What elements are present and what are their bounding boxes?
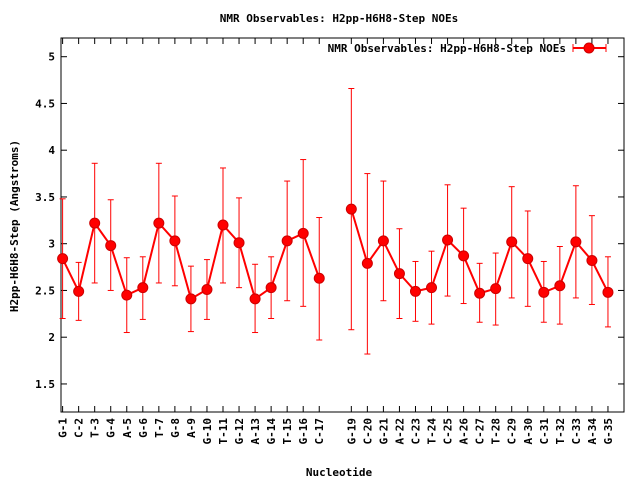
error-bars — [59, 87, 611, 355]
data-point — [393, 268, 405, 280]
data-point — [554, 280, 566, 292]
x-tick-label: G-19 — [345, 418, 358, 445]
legend: NMR Observables: H2pp-H6H8-Step NOEs — [328, 42, 607, 55]
x-tick-label: T-11 — [217, 418, 230, 445]
data-point — [265, 282, 277, 294]
x-tick-label: A-13 — [249, 418, 262, 445]
plot-frame — [60, 37, 625, 413]
x-tick-label: G-12 — [233, 418, 246, 445]
x-tick-label: T-28 — [490, 418, 503, 445]
data-point — [185, 293, 197, 305]
y-tick-label: 2.5 — [35, 284, 55, 297]
data-point — [426, 282, 438, 294]
data-points — [57, 203, 614, 305]
legend-entry-label: NMR Observables: H2pp-H6H8-Step NOEs — [328, 42, 566, 55]
data-point — [297, 227, 309, 239]
data-point — [233, 237, 245, 249]
x-tick-label: G-35 — [602, 418, 615, 445]
y-tick-label: 4.5 — [35, 97, 55, 110]
y-tick-label: 2 — [48, 331, 55, 344]
data-point — [249, 293, 261, 305]
y-tick-label: 1.5 — [35, 378, 55, 391]
x-tick-label: A-30 — [522, 418, 535, 445]
data-point — [474, 287, 486, 299]
data-point — [73, 285, 85, 297]
data-point — [313, 272, 325, 284]
chart-title: NMR Observables: H2pp-H6H8-Step NOEs — [220, 12, 458, 25]
x-tick-label: C-2 — [73, 418, 86, 438]
x-tick-label: G-1 — [57, 418, 70, 438]
x-tick-label: T-3 — [89, 418, 102, 438]
y-axis: 1.5 2 2.5 3 3.5 4 4.5 5 — [35, 51, 624, 391]
x-tick-label: C-17 — [313, 418, 326, 445]
x-tick-label: C-23 — [409, 418, 422, 445]
data-point — [89, 217, 101, 229]
x-tick-label: C-31 — [538, 418, 551, 445]
data-point — [201, 284, 213, 296]
y-tick-label: 5 — [48, 51, 55, 64]
x-tick-label: G-4 — [105, 418, 118, 438]
data-point — [121, 289, 133, 301]
x-tick-label: G-16 — [297, 418, 310, 445]
x-tick-label: G-14 — [265, 418, 278, 445]
data-point — [442, 234, 454, 246]
data-point — [538, 286, 550, 298]
x-tick-label: A-26 — [458, 418, 471, 445]
data-point — [345, 203, 357, 215]
data-point — [169, 235, 181, 247]
x-tick-label: G-8 — [169, 418, 182, 438]
x-tick-label: G-6 — [137, 418, 150, 438]
data-point — [506, 236, 518, 248]
data-point — [153, 217, 165, 229]
x-tick-label: C-33 — [570, 418, 583, 445]
x-tick-label: T-7 — [153, 418, 166, 438]
data-point — [57, 253, 69, 265]
x-tick-label: G-21 — [377, 418, 390, 445]
data-point — [602, 286, 614, 298]
x-tick-label: C-20 — [361, 418, 374, 445]
x-tick-label: A-9 — [185, 418, 198, 438]
data-point — [458, 250, 470, 262]
y-axis-label: H2pp-H6H8-Step (Angstroms) — [8, 140, 21, 312]
data-point — [409, 285, 421, 297]
y-tick-label: 4 — [48, 144, 55, 157]
legend-sample-marker — [583, 42, 595, 54]
data-point — [570, 236, 582, 248]
x-tick-label: A-22 — [393, 418, 406, 445]
data-point — [522, 253, 534, 265]
data-point — [281, 235, 293, 247]
data-point — [105, 240, 117, 252]
x-axis-label: Nucleotide — [306, 466, 373, 479]
data-point — [490, 283, 502, 295]
data-point — [137, 282, 149, 294]
x-tick-label: A-34 — [586, 418, 599, 445]
data-point — [217, 219, 229, 231]
x-axis: G-1 C-2 T-3 G-4 A-5 G-6 T-7 G-8 A-9 G-10 T-11 G-12 A… — [57, 38, 615, 445]
x-tick-label: T-24 — [426, 418, 439, 445]
x-tick-label: G-10 — [201, 418, 214, 445]
data-point — [361, 257, 373, 269]
y-tick-label: 3 — [48, 238, 55, 251]
x-tick-label: C-29 — [506, 418, 519, 445]
x-tick-label: C-27 — [474, 418, 487, 445]
x-tick-label: T-15 — [281, 418, 294, 445]
x-tick-label: A-5 — [121, 418, 134, 438]
x-tick-label: C-25 — [442, 418, 455, 445]
x-tick-label: T-32 — [554, 418, 567, 445]
data-point — [586, 255, 598, 267]
data-point — [377, 235, 389, 247]
y-tick-label: 3.5 — [35, 191, 55, 204]
